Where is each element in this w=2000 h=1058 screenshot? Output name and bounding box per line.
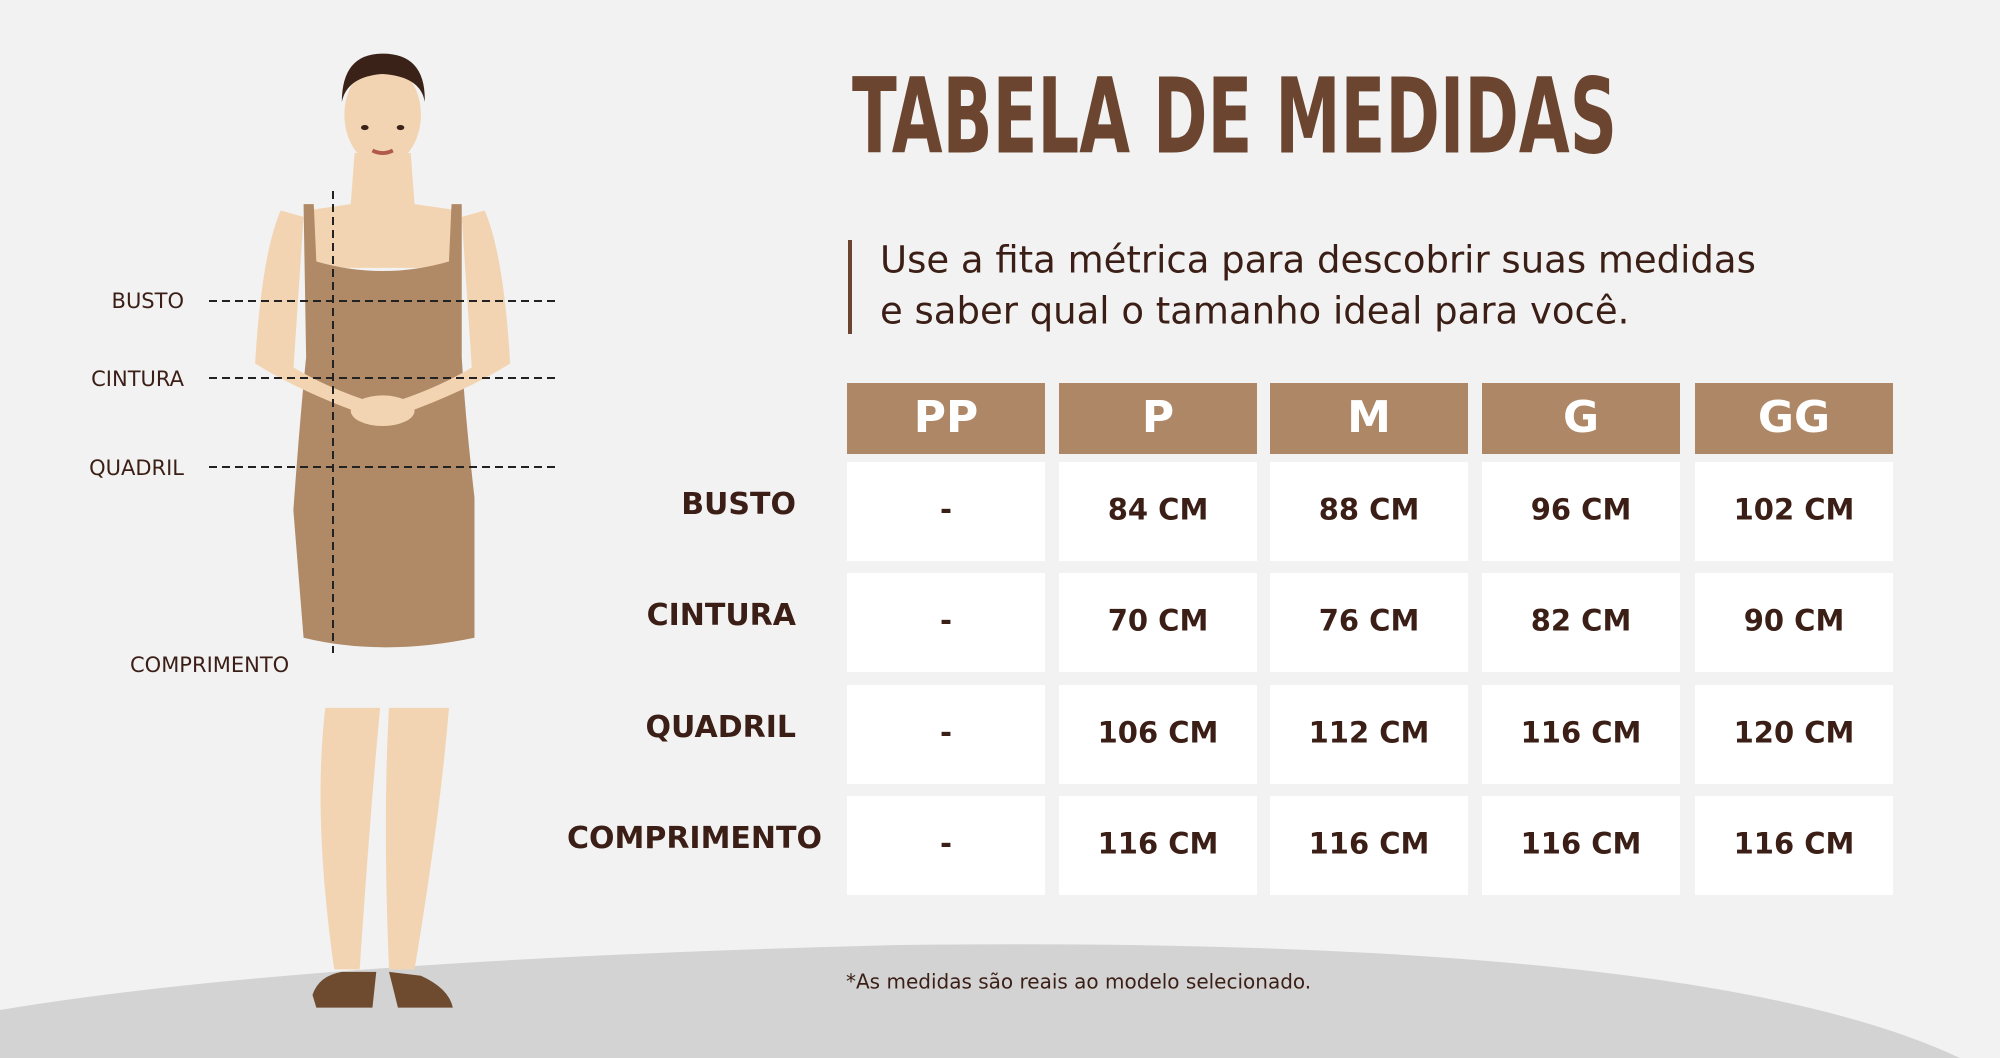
header-cell xyxy=(847,383,1045,454)
cell-text: 116 CM xyxy=(1309,827,1430,861)
table-cell xyxy=(1059,462,1257,561)
figure-label: COMPRIMENTO xyxy=(130,653,289,677)
table-cell xyxy=(1270,685,1468,784)
header-cell xyxy=(1059,383,1257,454)
table-cell xyxy=(1059,573,1257,672)
table-cell xyxy=(1482,685,1680,784)
table-cell xyxy=(1270,796,1468,895)
cell-text: 90 CM xyxy=(1744,604,1845,638)
cell-text: 116 CM xyxy=(1521,716,1642,750)
row-label: BUSTO xyxy=(681,487,796,522)
table-cell xyxy=(847,796,1045,895)
cell-text: 120 CM xyxy=(1734,716,1855,750)
header-text: GG xyxy=(1758,392,1830,443)
cell-text: 70 CM xyxy=(1108,604,1209,638)
table-cell xyxy=(1059,685,1257,784)
subtitle-bar xyxy=(848,240,852,334)
cell-text: 76 CM xyxy=(1319,604,1420,638)
subtitle-line: e saber qual o tamanho ideal para você. xyxy=(880,290,1629,333)
figure-label: BUSTO xyxy=(112,289,184,313)
cell-text: - xyxy=(940,493,952,527)
cell-text: 112 CM xyxy=(1309,716,1430,750)
table-cell xyxy=(1695,796,1893,895)
figure-label: QUADRIL xyxy=(89,456,184,480)
table-cell xyxy=(1270,462,1468,561)
measure-lines xyxy=(209,191,557,653)
cell-text: 106 CM xyxy=(1098,716,1219,750)
footnote: *As medidas são reais ao modelo selecion… xyxy=(846,970,1311,994)
cell-text: 88 CM xyxy=(1319,493,1420,527)
cell-text: - xyxy=(940,604,952,638)
header-text: G xyxy=(1563,392,1599,443)
ground xyxy=(0,944,1960,1058)
cell-text: - xyxy=(940,716,952,750)
title: TABELA DE MEDIDAS xyxy=(852,55,1617,177)
cell-text: 82 CM xyxy=(1531,604,1632,638)
header-cell xyxy=(1695,383,1893,454)
table-cell xyxy=(1695,685,1893,784)
table-cell xyxy=(847,573,1045,672)
table-cell xyxy=(847,685,1045,784)
cell-text: - xyxy=(940,827,952,861)
subtitle-line: Use a fita métrica para descobrir suas m… xyxy=(880,239,1756,282)
header-text: P xyxy=(1142,392,1174,443)
row-label: COMPRIMENTO xyxy=(567,821,822,856)
table-cell xyxy=(1695,573,1893,672)
cell-text: 84 CM xyxy=(1108,493,1209,527)
table-cell xyxy=(1059,796,1257,895)
cell-text: 116 CM xyxy=(1098,827,1219,861)
woman-illustration xyxy=(255,53,511,1008)
header-cell xyxy=(1270,383,1468,454)
cell-text: 116 CM xyxy=(1521,827,1642,861)
table-cell xyxy=(1482,462,1680,561)
row-label: QUADRIL xyxy=(646,710,796,745)
table-cell xyxy=(1482,796,1680,895)
header-cell xyxy=(1482,383,1680,454)
table-cell xyxy=(1482,573,1680,672)
table-cell xyxy=(1695,462,1893,561)
header-text: M xyxy=(1347,392,1391,443)
figure-label: CINTURA xyxy=(91,367,185,391)
table-cell xyxy=(847,462,1045,561)
cell-text: 102 CM xyxy=(1734,493,1855,527)
cell-text: 96 CM xyxy=(1531,493,1632,527)
table-cell xyxy=(1270,573,1468,672)
row-label: CINTURA xyxy=(647,598,797,633)
cell-text: 116 CM xyxy=(1734,827,1855,861)
header-text: PP xyxy=(914,392,979,443)
